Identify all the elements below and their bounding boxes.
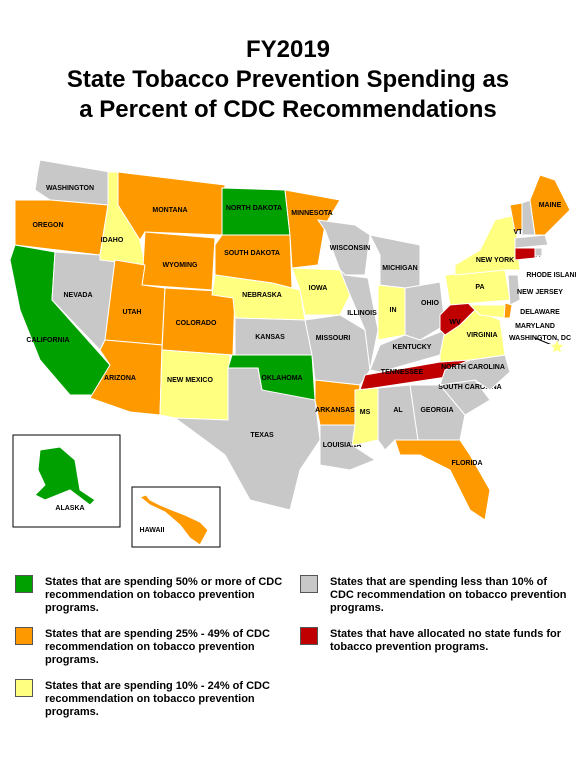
state-label: NORTH CAROLINA (441, 364, 505, 371)
state-label: MAINE (539, 202, 562, 209)
state-label: MINNESOTA (291, 210, 332, 217)
state-label: ARIZONA (104, 375, 136, 382)
state (468, 304, 506, 319)
state-label: ALASKA (55, 505, 84, 512)
state (34, 159, 111, 206)
state (284, 189, 341, 269)
legend-swatch (15, 679, 33, 697)
state (394, 439, 491, 521)
state (34, 446, 96, 506)
state (454, 214, 521, 276)
legend-text: States that have allocated no state fund… (330, 628, 562, 653)
state-label: WYOMING (163, 262, 199, 269)
alaska-inset-box (12, 434, 121, 528)
state-label: PA (475, 284, 484, 291)
title-line: FY2019 (245, 36, 331, 63)
state-label: WASHINGTON, DC (509, 335, 571, 342)
state-label: ILLINOIS (347, 310, 377, 317)
state-label: TENNESSEE (381, 369, 424, 376)
legend-text: States that are spending 50% or more of … (45, 576, 283, 614)
state (159, 349, 231, 421)
legend-text: States that are spending less than 10% o… (330, 576, 567, 614)
state (138, 494, 209, 546)
state-label: VIRGINIA (466, 332, 497, 339)
state (369, 329, 446, 373)
state-label: COLORADO (176, 320, 217, 327)
state (304, 314, 371, 386)
state-label: NEW YORK (476, 257, 514, 264)
state-label: SOUTH DAKOTA (224, 250, 280, 257)
state (314, 379, 361, 426)
state (316, 219, 371, 276)
state-label: UTAH (123, 309, 142, 316)
state-label: WV (449, 319, 461, 326)
state-label: RHODE ISLAND (526, 272, 576, 279)
state-label: IOWA (309, 285, 328, 292)
state (404, 281, 446, 341)
state-label: NEBRASKA (242, 292, 282, 299)
state-label: OREGON (32, 222, 63, 229)
state-label: GEORGIA (420, 407, 453, 414)
state-label: HAWAII (140, 527, 165, 534)
state-label: NORTH DAKOTA (226, 205, 282, 212)
state-label: OHIO (421, 300, 439, 307)
title-line: State Tobacco Prevention Spending as (66, 66, 510, 93)
state-label: AL (393, 407, 403, 414)
state-label: NEW MEXICO (167, 377, 213, 384)
state (507, 274, 521, 306)
title-line: a Percent of CDC Recommendations (79, 96, 497, 123)
state (173, 367, 321, 511)
legend-swatch (300, 575, 318, 593)
map: WASHINGTON OREGON CALIFORNIA NEVADA IDAHO MON… (9, 159, 576, 548)
state (514, 247, 536, 261)
state-label: MONTANA (152, 207, 187, 214)
state-label: KENTUCKY (393, 344, 432, 351)
state-label: LOUISIANA (323, 442, 362, 449)
legend-swatch (15, 627, 33, 645)
state (534, 247, 543, 257)
state-label: WASHINGTON (46, 185, 94, 192)
state-label: MS (360, 409, 371, 416)
state-label: NEW JERSEY (517, 289, 563, 296)
state-label: TEXAS (250, 432, 274, 439)
state-label: CALIFORNIA (26, 337, 69, 344)
state (369, 234, 421, 291)
legend-text: States that are spending 10% - 24% of CD… (45, 680, 270, 718)
state-label: MICHIGAN (382, 265, 417, 272)
state (548, 337, 566, 355)
state-label: IDAHO (101, 237, 124, 244)
state-label: MARYLAND (515, 323, 555, 330)
state (351, 387, 379, 446)
state (529, 174, 571, 236)
state-label: ARKANSAS (315, 407, 355, 414)
state-label: KANSAS (255, 334, 285, 341)
state-label: DELAWARE (520, 309, 560, 316)
state-label: FLORIDA (451, 460, 482, 467)
state-label: SOUTH CAROLINA (438, 384, 501, 391)
state-label: VT (514, 229, 524, 236)
state-label: OKLAHOMA (261, 375, 302, 382)
legend-swatch (300, 627, 318, 645)
legend-text: States that are spending 25% - 49% of CD… (45, 628, 270, 666)
dc-pointer (534, 337, 553, 346)
legend-swatch (15, 575, 33, 593)
state-label: MISSOURI (316, 335, 351, 342)
state (339, 269, 379, 371)
state-label: WISCONSIN (330, 245, 370, 252)
state-label: NEVADA (63, 292, 92, 299)
state-label: IN (390, 307, 397, 314)
state (514, 234, 549, 249)
